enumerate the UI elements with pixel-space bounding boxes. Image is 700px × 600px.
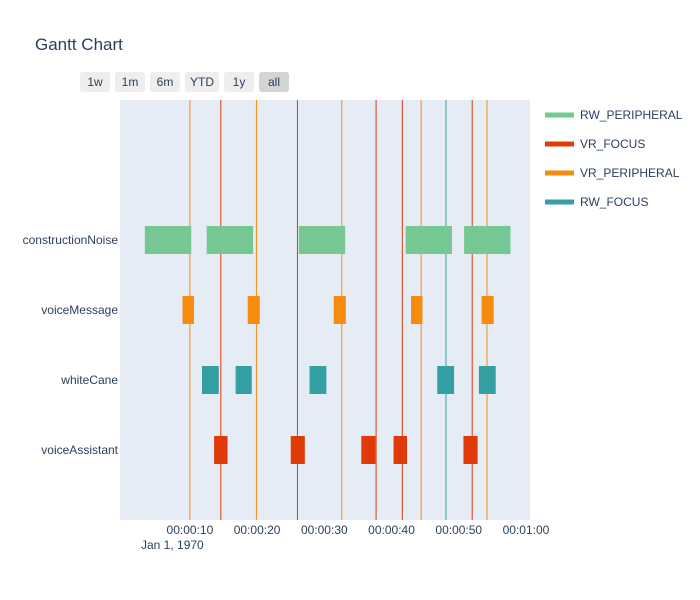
- x-tick-label-1: 00:00:20: [234, 523, 281, 537]
- legend-item-rw-peripheral[interactable]: RW_PERIPHERAL: [545, 108, 683, 122]
- y-tick-label-voiceMessage: voiceMessage: [41, 303, 118, 317]
- range-button-1w[interactable]: 1w: [80, 72, 110, 92]
- x-tick-label-4: 00:00:50: [435, 523, 482, 537]
- gantt-bar-whiteCane-10: [202, 366, 219, 394]
- gantt-bar-voiceAssistant-19: [463, 436, 478, 464]
- gantt-bar-constructionNoise-1: [206, 226, 254, 254]
- range-button-bg: [224, 72, 254, 92]
- gantt-bar-constructionNoise-3: [405, 226, 453, 254]
- gantt-bar-constructionNoise-4: [464, 226, 511, 254]
- range-button-label: 1y: [233, 75, 246, 89]
- y-tick-label-whiteCane: whiteCane: [60, 373, 118, 387]
- legend-label: RW_PERIPHERAL: [580, 108, 683, 122]
- x-axis-date-label: Jan 1, 1970: [141, 538, 204, 552]
- gantt-bar-voiceAssistant-15: [214, 436, 228, 464]
- legend-item-vr-peripheral[interactable]: VR_PERIPHERAL: [545, 166, 680, 180]
- gantt-bar-voiceMessage-8: [411, 296, 423, 324]
- range-button-label: 6m: [157, 75, 174, 89]
- range-button-all[interactable]: all: [259, 72, 289, 92]
- x-tick-label-3: 00:00:40: [368, 523, 415, 537]
- legend-label: VR_FOCUS: [580, 137, 645, 151]
- gantt-bars: [144, 226, 511, 464]
- range-button-label: YTD: [190, 75, 214, 89]
- range-button-1y[interactable]: 1y: [224, 72, 254, 92]
- range-button-bg: [150, 72, 180, 92]
- gantt-bar-voiceMessage-6: [247, 296, 260, 324]
- x-tick-label-0: 00:00:10: [167, 523, 214, 537]
- x-tick-label-2: 00:00:30: [301, 523, 348, 537]
- range-button-1m[interactable]: 1m: [115, 72, 145, 92]
- gantt-bar-whiteCane-11: [235, 366, 252, 394]
- legend-label: VR_PERIPHERAL: [580, 166, 680, 180]
- range-button-label: 1m: [122, 75, 139, 89]
- legend-item-rw-focus[interactable]: RW_FOCUS: [545, 195, 648, 209]
- range-button-bg: [115, 72, 145, 92]
- y-tick-label-voiceAssistant: voiceAssistant: [41, 443, 118, 457]
- gantt-bar-voiceAssistant-17: [361, 436, 376, 464]
- range-button-ytd[interactable]: YTD: [185, 72, 219, 92]
- range-button-6m[interactable]: 6m: [150, 72, 180, 92]
- range-button-bg: [185, 72, 219, 92]
- gantt-bar-voiceMessage-7: [333, 296, 346, 324]
- x-tick-label-5: 00:01:00: [503, 523, 550, 537]
- range-button-label: 1w: [87, 75, 103, 89]
- gantt-bar-whiteCane-14: [478, 366, 496, 394]
- gantt-bar-whiteCane-12: [309, 366, 327, 394]
- y-tick-label-constructionNoise: constructionNoise: [23, 233, 119, 247]
- gantt-bar-voiceAssistant-18: [393, 436, 407, 464]
- legend-item-vr-focus[interactable]: VR_FOCUS: [545, 137, 645, 151]
- chart-title: Gantt Chart: [35, 35, 123, 54]
- gantt-bar-whiteCane-13: [437, 366, 455, 394]
- gantt-bar-voiceAssistant-16: [290, 436, 305, 464]
- gantt-bar-voiceMessage-5: [182, 296, 194, 324]
- x-axis-ticks: 00:00:10 00:00:20 00:00:30 00:00:40 00:00:50…: [167, 523, 550, 537]
- range-selector: 1w 1m 6m YTD 1y all: [80, 72, 289, 92]
- legend: RW_PERIPHERAL VR_FOCUS VR_PERIPHERAL RW_FOC…: [545, 108, 683, 209]
- range-button-bg: [259, 72, 289, 92]
- range-button-label: all: [268, 75, 280, 89]
- y-axis-ticks: constructionNoise voiceMessage whiteCane vo…: [23, 233, 119, 457]
- range-button-bg: [80, 72, 110, 92]
- gantt-bar-constructionNoise-2: [298, 226, 346, 254]
- gantt-bar-constructionNoise-0: [144, 226, 192, 254]
- legend-label: RW_FOCUS: [580, 195, 648, 209]
- gantt-bar-voiceMessage-9: [481, 296, 494, 324]
